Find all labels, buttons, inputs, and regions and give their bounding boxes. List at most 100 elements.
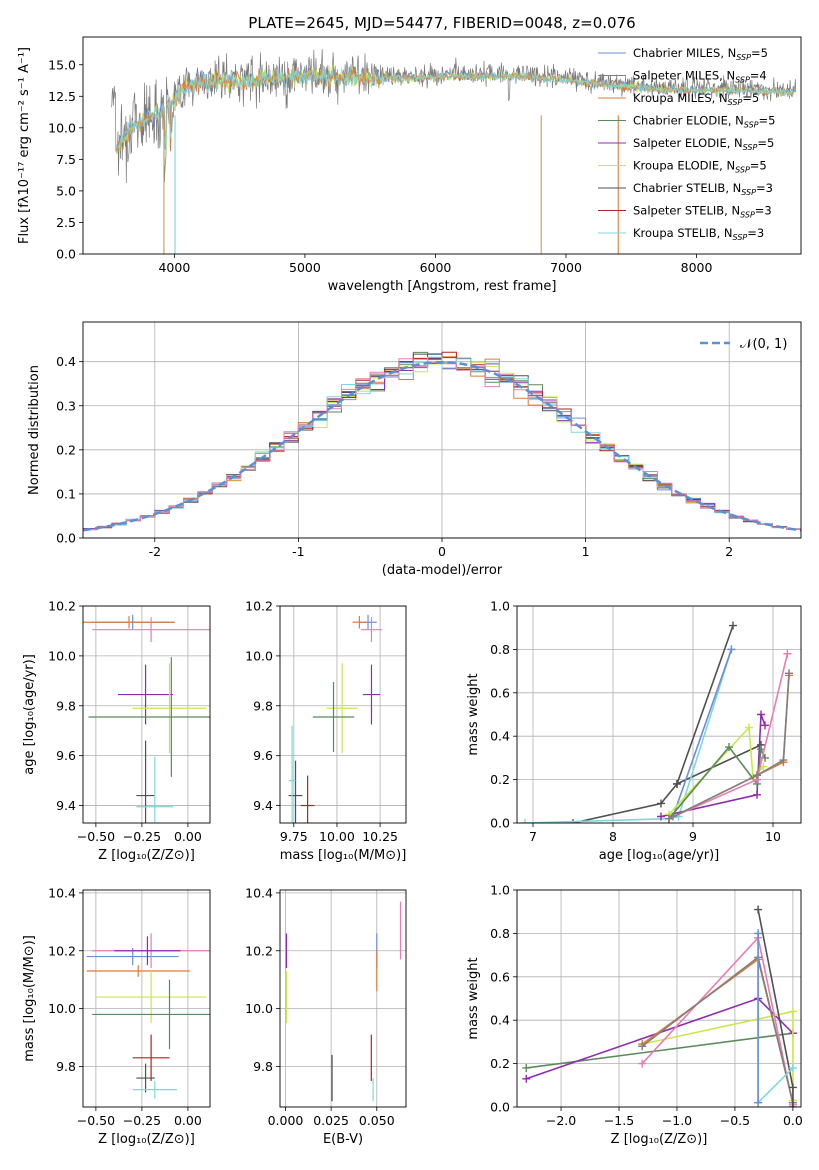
y-tick-label: 10.0 (245, 1001, 273, 1016)
spectrum-model-kroupa_miles (116, 67, 795, 152)
x-axis-label: age [log₁₀(age/yr)] (599, 848, 720, 863)
y-tick-label: 0.0 (56, 531, 76, 546)
y-tick-label: 0.1 (56, 486, 76, 501)
axes-frame (279, 889, 407, 1108)
gaussian-curve (83, 360, 801, 532)
series-line-kroupa_elodie (642, 1010, 794, 1101)
legend-entry: 𝒩(0, 1) (740, 337, 787, 352)
y-tick-label: 9.8 (56, 698, 76, 713)
y-axis-label: Flux [fλ10⁻¹⁷ erg cm⁻² s⁻¹ A⁻¹] (17, 47, 32, 244)
y-axis-label: Normed distribution (27, 365, 42, 495)
data-point (521, 819, 529, 823)
y-tick-label: 0.4 (490, 1013, 510, 1028)
x-tick-label: 7 (529, 829, 537, 844)
y-tick-label: 9.8 (253, 1059, 273, 1074)
axes-mass_vs_Z: −0.50 −0.25 0.00 9.8 10.0 10.2 10.4 Z [log₁₀(Z/… (22, 885, 211, 1147)
axes-age_vs_Z: −0.50 −0.25 0.00 9.4 9.6 9.8 10.0 10.2 Z [log₁₀(… (22, 599, 211, 863)
series-line-chabrier_stelib (676, 744, 762, 785)
spectrum-model-kroupa_stelib (116, 65, 795, 150)
axes-mass_weight_vs_age: 7 8 9 10 0.0 0.2 0.4 0.6 0.8 1.0 age [log₁₀(age/yr… (466, 599, 802, 863)
y-tick-label: 10.0 (48, 120, 76, 135)
series-line-chabrier_miles (672, 649, 733, 817)
data-point (754, 905, 763, 914)
y-tick-label: 9.6 (253, 748, 273, 763)
x-tick-label: 10.00 (319, 829, 355, 844)
data-point (569, 819, 577, 823)
y-tick-label: 10.0 (48, 1001, 76, 1016)
x-tick-label: −1.5 (604, 1113, 634, 1128)
data-point (522, 1063, 531, 1072)
x-axis-label: wavelength [Angstrom, rest frame] (328, 279, 557, 294)
plot-area (522, 905, 797, 1107)
plots: 4000 5000 6000 7000 80000.02.55.07.510.012.5… (17, 36, 803, 1148)
axes-spectrum: 4000 5000 6000 7000 8000 0.0 2.5 5.0 7.5 10.0 12.5… (17, 36, 802, 294)
x-tick-label: −0.5 (720, 1113, 750, 1128)
axes-frame (516, 605, 802, 824)
data-point (783, 649, 792, 658)
x-axis-label: Z [log₁₀(Z/Z⊙)] (611, 1132, 708, 1147)
series-line-kroupa_stelib (524, 649, 733, 823)
legend-entry: Kroupa ELODIE, NSSP=5 (633, 159, 767, 175)
y-tick-label: 10.2 (48, 943, 76, 958)
y-tick-label: 9.4 (56, 798, 76, 813)
axes-mass_weight_vs_Z: −2.0 −1.5 −1.0 −0.5 0.0 0.0 0.2 0.4 0.6 0.8 1.0 Z [… (466, 883, 803, 1148)
y-tick-label: 10.0 (245, 648, 273, 663)
y-tick-label: 9.8 (56, 1059, 76, 1074)
axes-frame (82, 36, 802, 255)
y-tick-label: 10.4 (245, 885, 273, 900)
x-tick-label: 2 (725, 544, 733, 559)
axes-age_vs_mass: 9.75 10.00 10.25 9.4 9.6 9.8 10.0 10.2 mass [log… (245, 599, 407, 863)
data-point (761, 721, 769, 730)
y-tick-label: 10.0 (48, 648, 76, 663)
x-axis-label: mass [log₁₀(M/M⊙)] (280, 848, 407, 863)
x-tick-label: −2.0 (546, 1113, 576, 1128)
legend-entry: Salpeter ELODIE, NSSP=5 (633, 136, 774, 152)
x-tick-label: 0.000 (268, 1113, 304, 1128)
x-tick-label: 0 (438, 544, 446, 559)
plot-area (111, 49, 797, 254)
x-tick-label: 4000 (158, 260, 190, 275)
axes-frame (82, 889, 211, 1108)
x-tick-label: 9.75 (280, 829, 308, 844)
y-tick-label: 10.4 (48, 885, 76, 900)
y-tick-label: 12.5 (48, 89, 76, 104)
y-tick-label: 7.5 (56, 152, 76, 167)
x-tick-label: −0.50 (77, 1113, 115, 1128)
y-tick-label: 0.6 (490, 685, 510, 700)
data-point (753, 771, 761, 780)
series-line-chabrier_stelib (572, 625, 734, 823)
x-tick-label: 0.025 (313, 1113, 349, 1128)
data-point (788, 1007, 797, 1016)
y-tick-label: 9.8 (253, 698, 273, 713)
legend-entry: Kroupa MILES, NSSP=5 (633, 91, 759, 107)
figure-title: PLATE=2645, MJD=54477, FIBERID=0048, z=0… (248, 14, 635, 32)
x-tick-label: 8 (609, 829, 617, 844)
x-axis-label: (data-model)/error (382, 563, 503, 578)
legend-entry: Kroupa STELIB, NSSP=3 (633, 226, 764, 242)
axes-frame (82, 321, 802, 539)
x-tick-label: 0.00 (174, 829, 202, 844)
y-tick-label: 0.0 (490, 816, 510, 831)
y-tick-label: 0.2 (490, 1056, 510, 1071)
y-tick-label: 0.8 (490, 926, 510, 941)
y-tick-label: 2.5 (56, 215, 76, 230)
x-tick-label: 1 (582, 544, 590, 559)
data-point (753, 790, 761, 799)
data-point (754, 1098, 763, 1107)
plot-area (288, 614, 382, 823)
y-tick-label: 0.2 (56, 442, 76, 457)
x-tick-label: −0.50 (77, 829, 115, 844)
data-point (788, 1103, 797, 1107)
legend-entry: Salpeter MILES, NSSP=4 (633, 69, 767, 85)
x-tick-label: −1.0 (662, 1113, 692, 1128)
spectrum-observed (111, 49, 797, 183)
data-point (638, 1059, 647, 1068)
y-tick-label: 5.0 (56, 183, 76, 198)
y-tick-label: 0.2 (490, 772, 510, 787)
series-line-pink (641, 936, 794, 1105)
plot-area (83, 614, 210, 823)
y-tick-label: 10.2 (245, 943, 273, 958)
y-axis-label: mass [log₁₀(M/M⊙)] (22, 935, 37, 1062)
x-tick-label: 0.050 (359, 1113, 395, 1128)
